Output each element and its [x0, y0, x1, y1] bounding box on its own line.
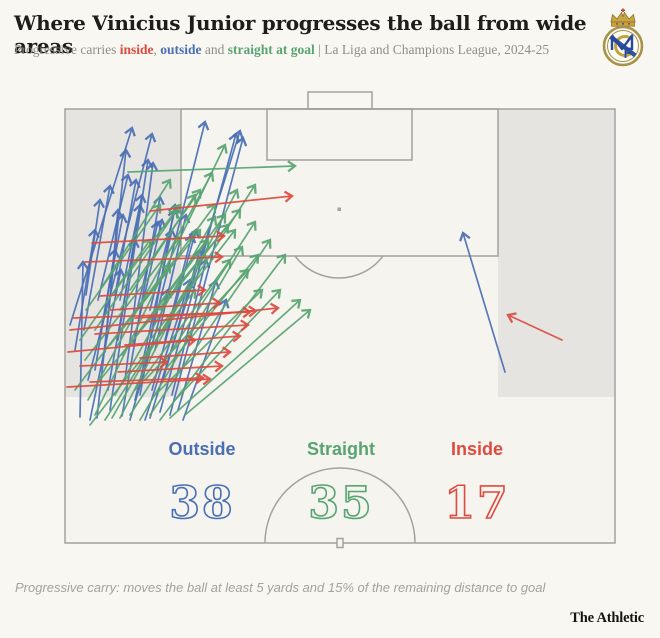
carry-arrow-outside [144, 278, 194, 421]
carry-arrow-inside [94, 319, 250, 335]
carry-arrow-outside [76, 260, 89, 418]
carry-arrow-outside [69, 126, 136, 326]
crest-inner-ring [607, 30, 639, 62]
crest-monogram [607, 32, 639, 61]
carry-arrow-straight [85, 203, 162, 311]
carry-arrow-straight [99, 178, 172, 291]
subtitle-sep2: and [201, 42, 228, 57]
subtitle: Progressive carries inside, outside and … [14, 42, 614, 58]
carry-arrow-straight [84, 235, 182, 361]
right-wide-zone [498, 109, 615, 397]
six-yard-box [266, 108, 413, 161]
carry-arrow-inside [89, 372, 205, 385]
real-madrid-crest [602, 8, 644, 67]
carry-arrow-straight [107, 203, 182, 301]
legend-outside-label: Outside [168, 439, 236, 459]
carry-arrow-outside [459, 231, 506, 373]
carry-arrow-straight [159, 208, 242, 311]
carry-arrow-outside [104, 208, 124, 353]
footnote: Progressive carry: moves the ball at lea… [15, 580, 546, 595]
penalty-spot [337, 207, 341, 211]
carry-arrow-straight [184, 308, 312, 416]
goal [307, 91, 373, 110]
subtitle-sep1: , [153, 42, 161, 57]
carries-layer [66, 120, 563, 426]
carry-arrow-inside [139, 346, 232, 359]
subtitle-straight-word: straight at goal [227, 42, 315, 57]
carry-arrow-inside [84, 251, 224, 264]
carry-arrow-outside [114, 178, 141, 296]
legend-inside-count: 17 [444, 478, 510, 529]
carry-arrow-inside [66, 373, 212, 388]
carry-arrow-inside [506, 312, 563, 341]
carry-arrow-inside [79, 356, 169, 369]
carry-arrow-outside [74, 228, 100, 351]
carry-arrow-inside [134, 305, 258, 319]
carry-arrow-inside [117, 360, 224, 373]
subtitle-prefix: Progressive carries [14, 42, 120, 57]
carry-arrow-straight [87, 171, 215, 401]
subtitle-inside-word: inside [119, 42, 154, 57]
carry-arrow-straight [94, 208, 179, 331]
subtitle-suffix: | La Liga and Champions League, 2024-25 [314, 42, 550, 57]
legend-outside: Outside 38 [168, 439, 235, 526]
carry-arrow-straight [149, 228, 237, 341]
legend-outside-count: 38 [169, 478, 235, 529]
carry-arrow-inside [149, 190, 294, 212]
center-circle-arc [264, 467, 416, 544]
carry-arrow-inside [124, 330, 242, 346]
carry-arrow-outside [85, 198, 106, 296]
carry-arrow-inside [99, 284, 207, 297]
carry-arrow-outside [97, 173, 133, 301]
carry-arrow-straight [144, 203, 217, 301]
athletic-wordmark: The Athletic [570, 610, 644, 626]
carry-arrow-straight [174, 288, 282, 401]
carry-arrow-inside [91, 230, 226, 244]
carry-arrow-inside [109, 297, 222, 311]
carry-arrow-straight [169, 298, 302, 419]
carry-arrow-straight [134, 258, 232, 391]
page-title: Where Vinicius Junior progresses the bal… [14, 11, 587, 58]
carry-arrow-straight [127, 160, 297, 173]
legend-straight: Straight 35 [307, 439, 375, 526]
legend-inside-label: Inside [450, 439, 504, 459]
legend-straight-count: 35 [308, 478, 374, 529]
penalty-arc [294, 255, 384, 279]
center-mark [336, 537, 344, 549]
carry-arrow-straight [74, 263, 172, 391]
carry-arrow-straight [139, 245, 244, 421]
legend-inside: Inside 17 [444, 439, 509, 526]
carry-arrow-straight [121, 238, 210, 356]
subtitle-outside-word: outside [160, 42, 202, 57]
legend-straight-label: Straight [306, 439, 376, 459]
